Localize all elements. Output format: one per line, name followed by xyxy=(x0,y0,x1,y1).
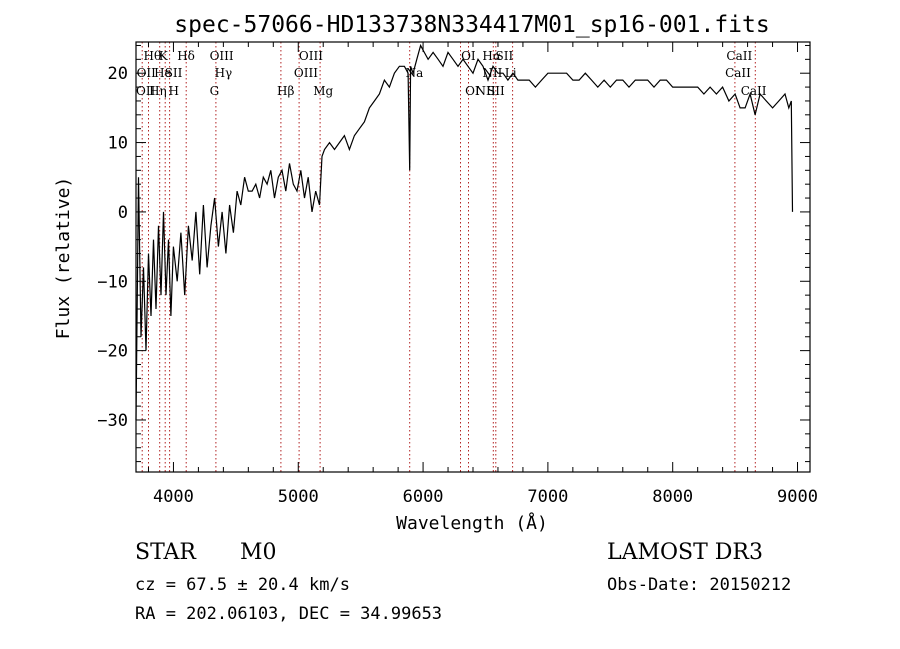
line-markers xyxy=(141,42,756,472)
x-tick-label: 4000 xyxy=(153,487,194,507)
line-marker-label: NII xyxy=(482,66,502,80)
x-axis-label: Wavelength (Å) xyxy=(396,512,548,534)
x-tick-label: 9000 xyxy=(777,487,818,507)
line-marker-label: Hδ xyxy=(177,49,195,63)
y-axis-label: Flux (relative) xyxy=(53,177,74,340)
obs-date: Obs-Date: 20150212 xyxy=(607,575,792,595)
line-marker-label: H xyxy=(169,84,179,98)
line-marker-label: OI xyxy=(461,49,476,63)
object-class: STAR xyxy=(135,540,196,565)
line-marker-label: Hβ xyxy=(277,84,294,98)
line-marker-label: Hγ xyxy=(215,66,233,80)
line-marker-label: Hη xyxy=(149,84,167,98)
redshift-cz: cz = 67.5 ± 20.4 km/s xyxy=(135,575,350,595)
spectrum-series-line xyxy=(135,43,794,421)
line-marker-label: SII xyxy=(487,84,505,98)
line-marker-label: Na xyxy=(406,66,424,80)
line-marker-label: G xyxy=(210,84,220,98)
line-marker-label: OIII xyxy=(294,66,318,80)
chart-title: spec-57066-HD133738N334417M01_sp16-001.f… xyxy=(174,12,769,38)
survey-name: LAMOST DR3 xyxy=(607,540,763,565)
line-marker-label: Hα xyxy=(482,49,501,63)
line-marker-label: He xyxy=(154,66,172,80)
x-tick-label: 8000 xyxy=(652,487,693,507)
line-marker-label: OIII xyxy=(210,49,234,63)
x-tick-label: 7000 xyxy=(527,487,568,507)
line-marker-label: Mg xyxy=(313,84,333,98)
x-tick-label: 5000 xyxy=(278,487,319,507)
y-tick-label: −10 xyxy=(97,272,128,292)
coordinates: RA = 202.06103, DEC = 34.99653 xyxy=(135,604,443,624)
line-marker-label: SII xyxy=(165,66,183,80)
y-tick-label: −30 xyxy=(97,411,128,431)
y-tick-label: 0 xyxy=(118,203,128,223)
object-subclass: M0 xyxy=(240,540,277,565)
line-marker-label: SII xyxy=(496,49,514,63)
y-tick-label: −20 xyxy=(97,342,128,362)
line-marker-label: OII xyxy=(136,84,156,98)
line-marker-label: NII xyxy=(476,84,496,98)
line-marker-label: OI xyxy=(465,84,480,98)
line-marker-label: OII xyxy=(137,66,157,80)
y-tick-label: 10 xyxy=(108,134,128,154)
line-marker-label: OIII xyxy=(299,49,323,63)
line-marker-label: CaII xyxy=(725,66,751,80)
line-marker-label: Li xyxy=(505,66,517,80)
x-tick-label: 6000 xyxy=(403,487,444,507)
plot-frame xyxy=(135,41,811,473)
spectrum-chart: spec-57066-HD133738N334417M01_sp16-001.f… xyxy=(53,12,818,534)
y-tick-label: 20 xyxy=(108,64,128,84)
axis-ticks: 4000 5000 6000 7000 8000 9000 −30 −20 −10 0 10 20 xyxy=(97,42,818,507)
line-marker-label: CaII xyxy=(726,49,752,63)
line-marker-label: CaII xyxy=(741,84,767,98)
line-marker-label: Hθ xyxy=(144,49,162,63)
line-marker-label: K xyxy=(159,49,169,63)
